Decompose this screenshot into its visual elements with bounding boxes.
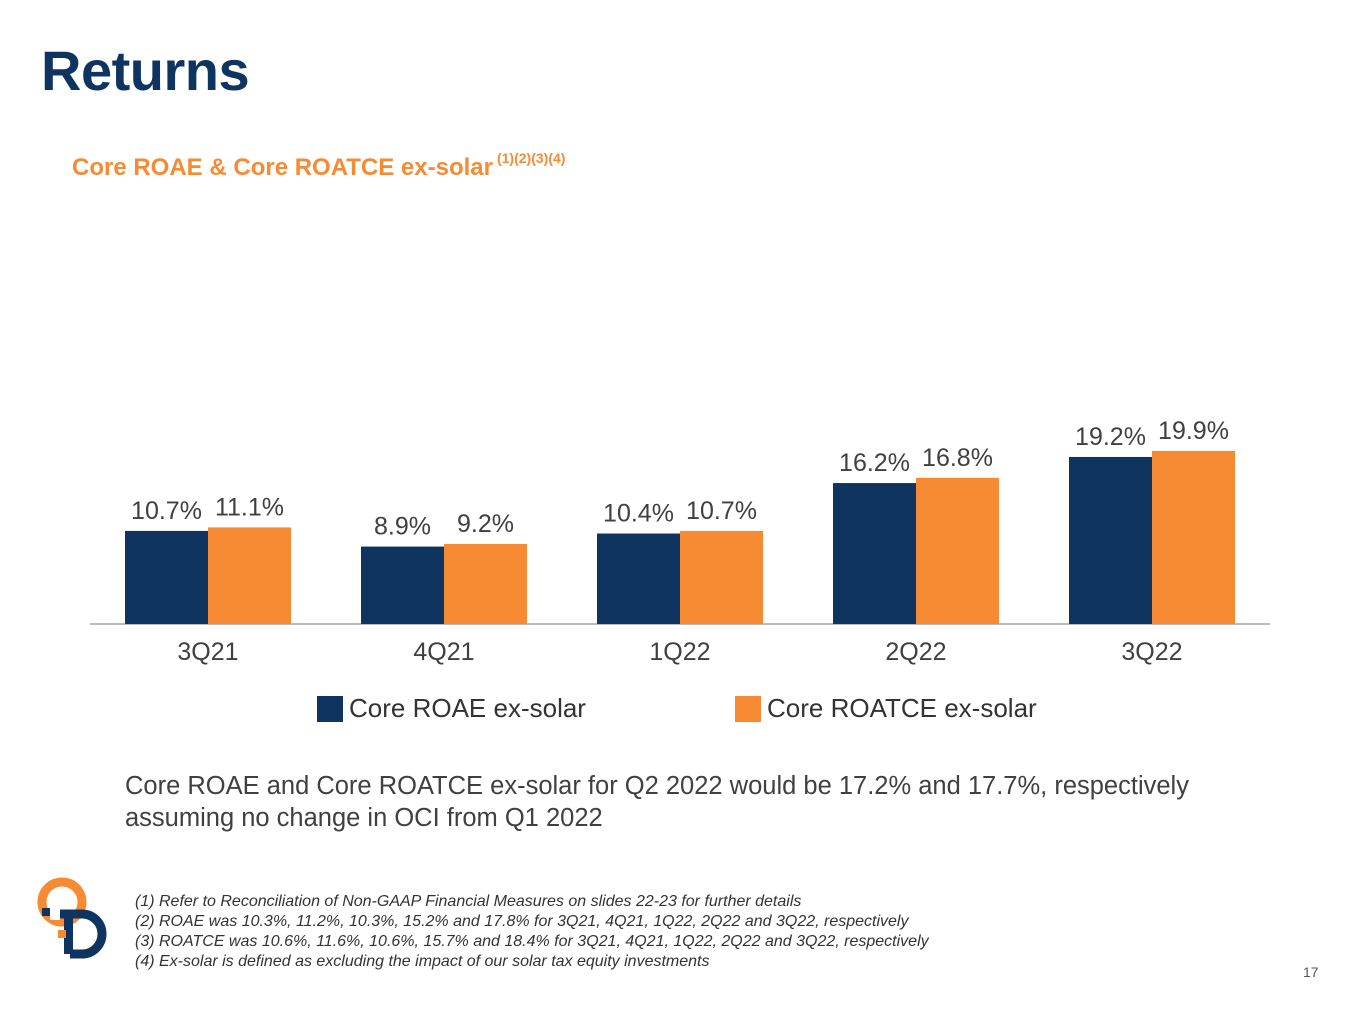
page-title: Returns [41, 39, 250, 102]
bar-core-roae-ex-solar-2q22 [833, 483, 916, 624]
data-label-core-roae-ex-solar-2q22: 16.2% [839, 449, 910, 477]
chart-subtitle-text: Core ROAE & Core ROATCE ex-solar [72, 154, 493, 181]
bar-core-roatce-ex-solar-3q21 [208, 527, 291, 624]
legend-item-core-roae: Core ROAE ex-solar [317, 693, 586, 724]
data-label-core-roatce-ex-solar-3q22: 19.9% [1158, 417, 1229, 445]
bar-chart: 10.7% 11.1% 3Q21 8.9% 9.2% 4Q21 10.4% 10.7% 1Q22… [90, 417, 1270, 666]
summary-note: Core ROAE and Core ROATCE ex-solar for Q… [125, 772, 1189, 832]
legend-label-core-roae: Core ROAE ex-solar [349, 693, 586, 723]
footnote-refs: (1)(2)(3)(4) [496, 150, 566, 166]
legend-swatch-core-roatce [735, 695, 761, 722]
legend-item-core-roatce: Core ROATCE ex-solar [735, 693, 1037, 724]
chart-legend: Core ROAE ex-solar Core ROATCE ex-solar [0, 693, 1365, 725]
x-tick-label-3q21: 3Q21 [177, 638, 238, 666]
bar-core-roae-ex-solar-3q22 [1069, 456, 1152, 624]
x-tick-label-4q21: 4Q21 [413, 638, 474, 666]
x-tick-label-2q22: 2Q22 [885, 638, 946, 666]
bar-core-roatce-ex-solar-4q21 [444, 543, 527, 624]
data-label-core-roatce-ex-solar-3q21: 11.1% [215, 493, 284, 521]
bar-core-roae-ex-solar-1q22 [597, 533, 680, 624]
bar-core-roatce-ex-solar-1q22 [680, 530, 763, 624]
bar-core-roatce-ex-solar-3q22 [1152, 450, 1235, 624]
footnote-4: (4) Ex-solar is defined as excluding the… [135, 953, 710, 970]
x-tick-label-3q22: 3Q22 [1121, 638, 1182, 666]
page-number: 17 [1303, 964, 1319, 980]
data-label-core-roatce-ex-solar-1q22: 10.7% [686, 497, 757, 525]
footnote-1: (1) Refer to Reconciliation of Non-GAAP … [135, 893, 802, 910]
chart-subtitle: Core ROAE & Core ROATCE ex-solar (1)(2)(3… [72, 150, 565, 182]
company-logo-icon [37, 877, 107, 959]
data-label-core-roae-ex-solar-3q21: 10.7% [131, 497, 202, 525]
data-label-core-roae-ex-solar-4q21: 8.9% [374, 513, 431, 541]
data-label-core-roae-ex-solar-3q22: 19.2% [1075, 423, 1146, 451]
x-tick-label-1q22: 1Q22 [649, 638, 710, 666]
legend-swatch-core-roae [317, 695, 343, 722]
bar-core-roae-ex-solar-3q21 [125, 530, 208, 624]
footnotes: (1) Refer to Reconciliation of Non-GAAP … [135, 892, 929, 972]
footnote-2: (2) ROAE was 10.3%, 11.2%, 10.3%, 15.2% … [135, 913, 909, 930]
bar-core-roatce-ex-solar-2q22 [916, 477, 999, 624]
bar-core-roae-ex-solar-4q21 [361, 546, 444, 624]
legend-label-core-roatce: Core ROATCE ex-solar [767, 693, 1037, 723]
data-label-core-roae-ex-solar-1q22: 10.4% [603, 500, 674, 528]
data-label-core-roatce-ex-solar-2q22: 16.8% [922, 444, 993, 472]
footnote-3: (3) ROATCE was 10.6%, 11.6%, 10.6%, 15.7… [135, 933, 929, 950]
data-label-core-roatce-ex-solar-4q21: 9.2% [457, 510, 514, 538]
